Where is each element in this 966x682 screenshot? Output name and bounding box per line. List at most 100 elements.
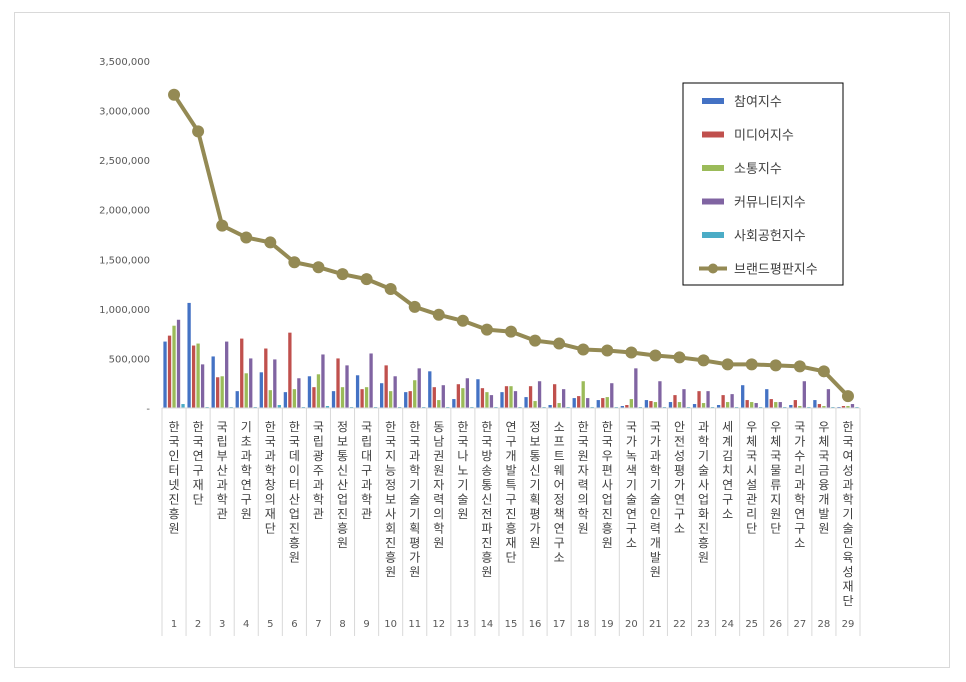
category-index-label: 26 [769,619,782,630]
legend-swatch [702,165,724,171]
bar [634,368,638,408]
bar [355,375,360,408]
bar [200,364,205,408]
bar [264,348,268,408]
line-point [192,125,205,138]
bar [586,398,590,408]
line-point [769,359,782,372]
y-tick-label: 1,000,000 [99,305,150,316]
bar [211,356,215,408]
bar [798,406,802,408]
bar [629,399,633,408]
bar [312,387,316,408]
bar [846,406,850,408]
bar [187,302,191,408]
y-tick-label: 3,000,000 [99,107,150,118]
bar [244,373,248,408]
bar [741,385,745,408]
y-tick-label: 2,500,000 [99,156,150,167]
bar [336,358,340,408]
category-index-label: 10 [384,619,397,630]
y-axis: - 500,000 1,000,000 1,500,000 2,000,000 2,500… [99,57,150,415]
bar [692,404,697,408]
bar [432,387,436,408]
bar [745,400,749,408]
bar [225,341,229,408]
bar [789,405,793,408]
category-index-label: 21 [649,619,662,630]
line-point [384,283,397,296]
bar [476,379,480,408]
bar [813,400,817,408]
bar [181,404,185,408]
bar [649,401,653,408]
bar [331,391,336,408]
bar [504,386,509,408]
category-index-label: 1 [171,619,177,630]
x-axis: 한 국 인 터 넷 진 흥 원 한 국 연 구 재 단 국 립 부 산 과 학 관 기 초 과 학 연 구 원 한 국 과 학 창 의 재 단 한 국 데 이… [161,407,861,636]
category-index-label: 25 [745,619,758,630]
category-index-label: 18 [577,619,590,630]
category-index-label: 2 [195,619,201,630]
line-point [817,365,830,378]
bar [249,358,253,408]
bar [176,319,181,408]
legend-box [682,82,844,286]
bar-series [163,302,859,408]
bar [561,389,566,408]
bar [465,378,470,408]
bar [706,391,710,408]
bar [345,365,349,408]
line-point [793,360,806,373]
line-point [553,337,566,350]
bar [774,402,778,408]
bar [701,403,706,408]
y-tick-label: 1,500,000 [99,255,150,266]
line-point [577,343,590,356]
bar [841,406,846,408]
category-index-label: 13 [456,619,469,630]
line-point [673,351,686,364]
bar [404,392,408,408]
bar [283,392,288,408]
bar [268,390,272,408]
bar [513,391,518,408]
category-index-label: 24 [721,619,734,630]
bar [441,385,445,408]
category-index-label: 6 [291,619,297,630]
legend-label: 참여지수 [734,95,782,110]
line-point [264,236,277,249]
bar [653,402,658,408]
bar [393,376,397,408]
bar [428,371,432,408]
bar [325,406,330,408]
line-point [745,358,758,371]
bar [216,377,220,408]
bar [461,388,465,408]
bar [277,405,281,408]
bar [292,389,297,408]
bar [697,391,701,408]
line-point [649,349,662,362]
category-index-label: 20 [625,619,638,630]
y-tick-label: 3,500,000 [99,57,150,68]
legend-swatch [702,198,724,205]
category-index-label: 12 [432,619,445,630]
bar [850,404,855,408]
line-point [841,390,854,403]
bar [273,359,277,408]
